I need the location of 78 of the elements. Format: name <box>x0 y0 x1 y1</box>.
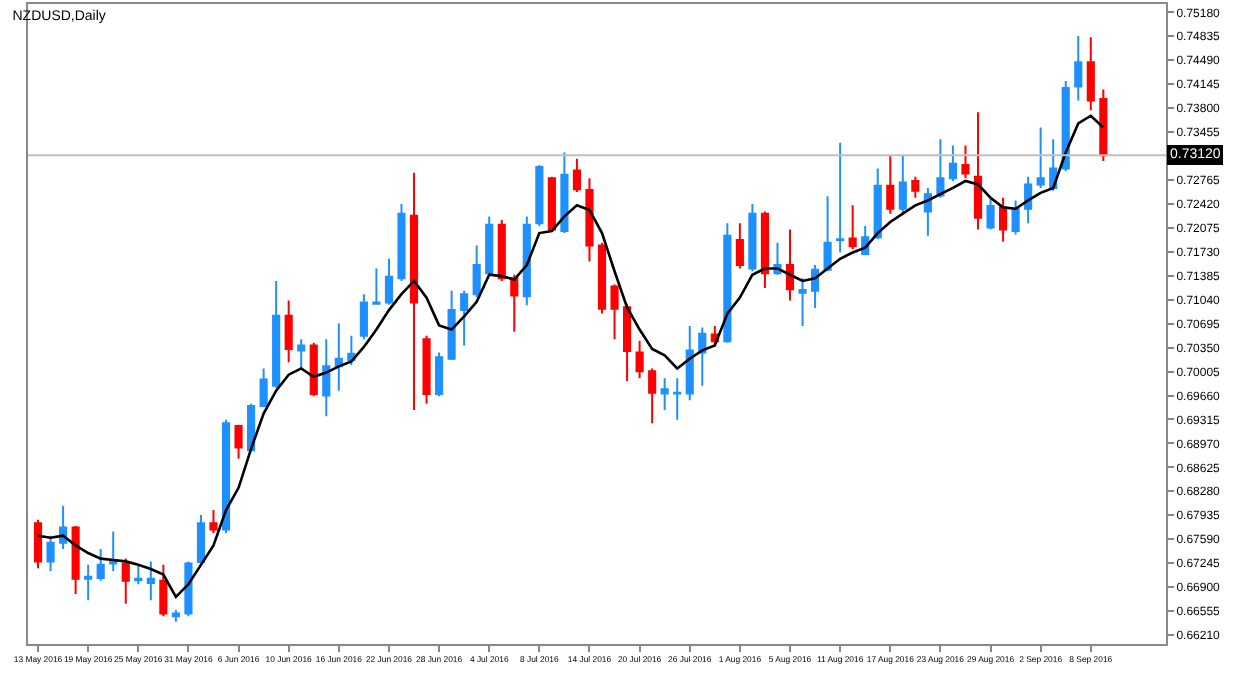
candlestick <box>372 267 381 306</box>
candlestick <box>171 608 180 623</box>
candlestick <box>836 141 845 254</box>
candlestick <box>460 289 469 347</box>
candlestick <box>209 509 218 534</box>
candlestick <box>848 204 857 251</box>
candlestick <box>497 218 506 282</box>
candlestick <box>823 195 832 273</box>
candlestick <box>986 196 995 231</box>
candlestick <box>397 202 406 282</box>
candlestick <box>1074 34 1083 102</box>
candlestick <box>309 341 318 398</box>
candlestick <box>1011 199 1020 236</box>
candlestick <box>284 299 293 364</box>
candlestick <box>660 377 669 412</box>
candlestick <box>259 367 268 408</box>
candlestick <box>384 257 394 306</box>
candlestick <box>96 547 105 582</box>
candlestick <box>1099 88 1108 162</box>
candlestick <box>1036 126 1045 189</box>
candlestick <box>973 111 983 231</box>
candlestick <box>698 326 707 387</box>
candlestick <box>635 339 644 380</box>
candlestick <box>760 210 770 289</box>
candlestick <box>560 151 569 235</box>
candlestick <box>146 560 155 602</box>
candlestick <box>923 186 932 237</box>
candlestick <box>109 530 118 573</box>
candlestick <box>359 293 368 341</box>
candlestick <box>723 222 732 344</box>
candlestick <box>798 277 807 328</box>
candlestick <box>334 322 343 392</box>
candlestick <box>510 273 519 333</box>
candlestick <box>234 423 243 460</box>
candlestick <box>221 418 231 534</box>
candlestick <box>597 241 607 315</box>
candlestick <box>961 144 970 180</box>
candlestick <box>71 525 80 596</box>
candlestick <box>1086 36 1095 112</box>
candlestick <box>735 222 744 270</box>
candlestick <box>748 202 757 273</box>
candlestick <box>322 338 331 418</box>
candlestick <box>422 334 431 405</box>
candlestick <box>898 154 907 215</box>
candlestick <box>196 513 206 566</box>
candlestick <box>948 144 957 182</box>
candlestick <box>785 228 795 302</box>
candlestick <box>911 175 920 199</box>
candlestick <box>33 518 43 570</box>
candlestick <box>472 244 481 299</box>
candlestick <box>84 563 93 602</box>
line-series <box>36 114 1105 599</box>
candlestick <box>347 334 356 366</box>
candlestick <box>485 215 494 276</box>
candlestick <box>435 351 444 398</box>
candlestick <box>572 157 582 194</box>
candlestick <box>522 215 531 307</box>
candlestick <box>1024 175 1033 225</box>
candlestick <box>547 175 556 232</box>
candlestick <box>409 171 419 412</box>
candlestick <box>159 563 168 618</box>
candlestick <box>184 560 193 618</box>
candlestick <box>134 563 143 586</box>
candlestick <box>685 325 694 402</box>
candlestick <box>936 138 945 199</box>
candlestick <box>873 167 882 241</box>
candlestick <box>297 338 306 370</box>
candlestick <box>585 177 594 263</box>
candlestick <box>272 279 281 389</box>
candlestick <box>886 154 895 215</box>
candlestick <box>535 164 544 228</box>
candlestick <box>999 196 1008 243</box>
candlestick <box>447 289 456 362</box>
candlestick <box>673 377 682 421</box>
candlestick <box>648 367 657 425</box>
candlestick <box>610 283 619 341</box>
candlestick <box>46 534 55 573</box>
candlestick <box>121 557 130 605</box>
